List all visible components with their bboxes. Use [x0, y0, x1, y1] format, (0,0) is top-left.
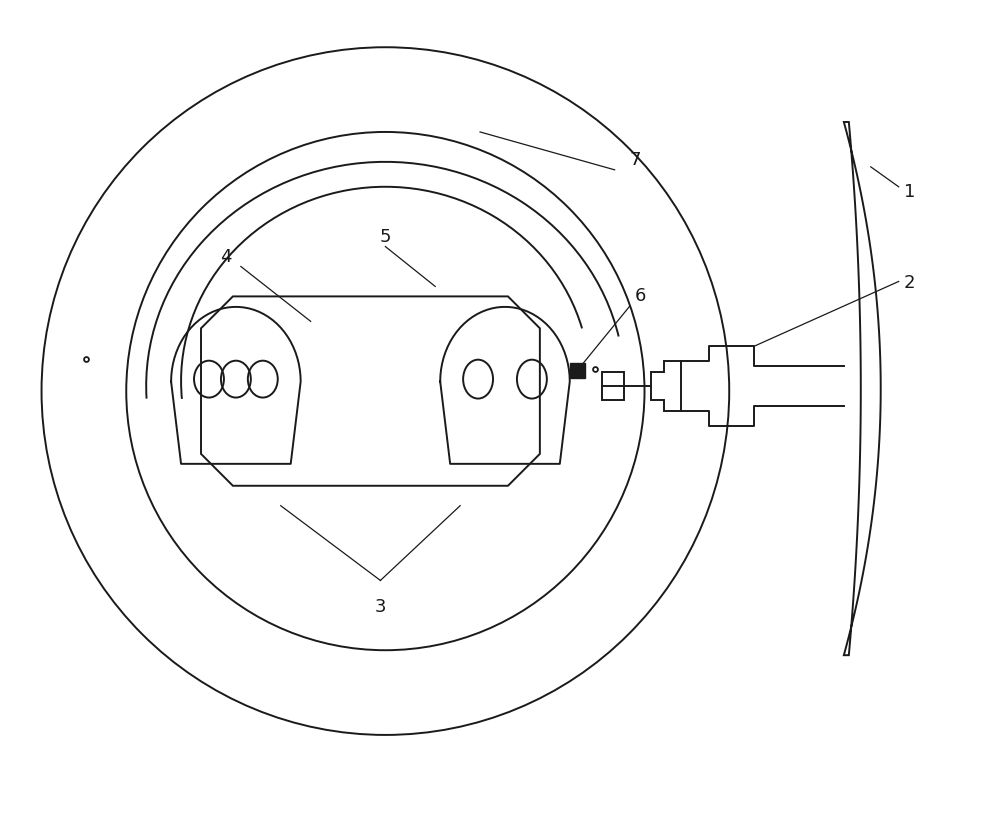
- Bar: [602, 372, 624, 400]
- Text: 6: 6: [635, 288, 646, 306]
- Text: 2: 2: [904, 274, 915, 293]
- Text: 3: 3: [375, 598, 386, 617]
- Bar: [570, 363, 585, 378]
- Text: 5: 5: [380, 228, 391, 246]
- Text: 1: 1: [904, 183, 915, 201]
- Text: 4: 4: [220, 248, 232, 266]
- Text: 7: 7: [630, 151, 641, 169]
